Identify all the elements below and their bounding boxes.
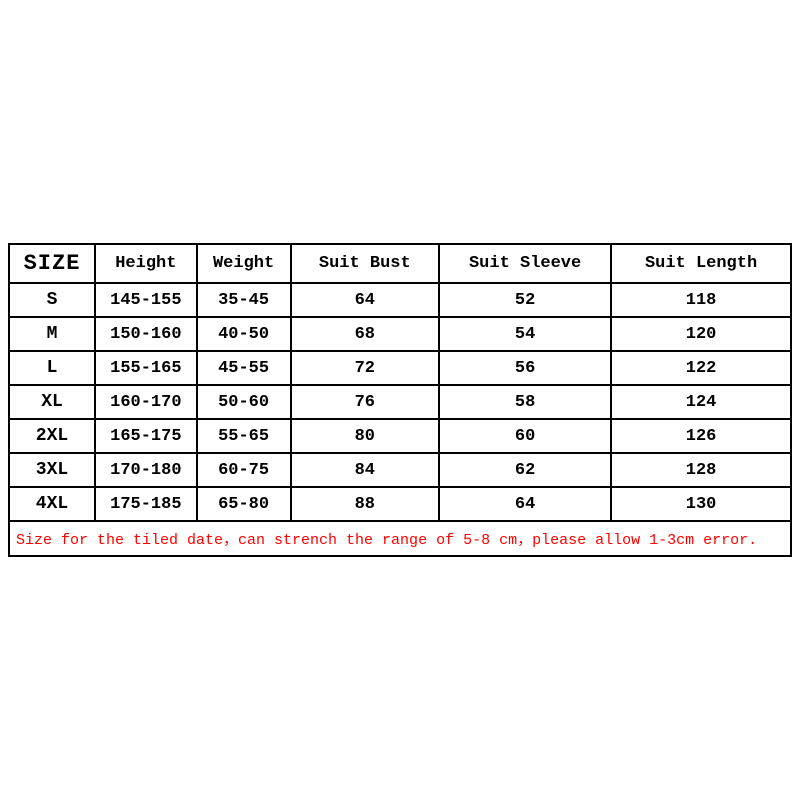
cell-weight: 60-75: [197, 453, 291, 487]
cell-length: 118: [611, 283, 791, 317]
cell-height: 150-160: [95, 317, 197, 351]
cell-weight: 45-55: [197, 351, 291, 385]
cell-bust: 76: [291, 385, 440, 419]
cell-sleeve: 64: [439, 487, 611, 521]
cell-size: 2XL: [9, 419, 95, 453]
col-header-height: Height: [95, 244, 197, 283]
cell-height: 165-175: [95, 419, 197, 453]
cell-length: 130: [611, 487, 791, 521]
col-header-length: Suit Length: [611, 244, 791, 283]
cell-sleeve: 52: [439, 283, 611, 317]
cell-size: S: [9, 283, 95, 317]
table-row: L 155-165 45-55 72 56 122: [9, 351, 791, 385]
col-header-weight: Weight: [197, 244, 291, 283]
table-row: 2XL 165-175 55-65 80 60 126: [9, 419, 791, 453]
cell-length: 120: [611, 317, 791, 351]
cell-bust: 80: [291, 419, 440, 453]
cell-height: 145-155: [95, 283, 197, 317]
cell-size: 3XL: [9, 453, 95, 487]
cell-height: 170-180: [95, 453, 197, 487]
cell-size: 4XL: [9, 487, 95, 521]
cell-weight: 55-65: [197, 419, 291, 453]
table-row: M 150-160 40-50 68 54 120: [9, 317, 791, 351]
col-header-size: SIZE: [9, 244, 95, 283]
cell-bust: 64: [291, 283, 440, 317]
cell-size: XL: [9, 385, 95, 419]
cell-weight: 65-80: [197, 487, 291, 521]
cell-weight: 50-60: [197, 385, 291, 419]
cell-sleeve: 54: [439, 317, 611, 351]
cell-weight: 35-45: [197, 283, 291, 317]
cell-sleeve: 58: [439, 385, 611, 419]
cell-length: 122: [611, 351, 791, 385]
size-chart-container: SIZE Height Weight Suit Bust Suit Sleeve…: [0, 243, 800, 557]
cell-length: 128: [611, 453, 791, 487]
cell-height: 160-170: [95, 385, 197, 419]
size-note: Size for the tiled date，can strench the …: [9, 521, 791, 556]
cell-sleeve: 60: [439, 419, 611, 453]
cell-bust: 68: [291, 317, 440, 351]
cell-bust: 88: [291, 487, 440, 521]
cell-sleeve: 62: [439, 453, 611, 487]
table-row: 3XL 170-180 60-75 84 62 128: [9, 453, 791, 487]
cell-height: 175-185: [95, 487, 197, 521]
table-row: S 145-155 35-45 64 52 118: [9, 283, 791, 317]
col-header-sleeve: Suit Sleeve: [439, 244, 611, 283]
cell-bust: 84: [291, 453, 440, 487]
cell-weight: 40-50: [197, 317, 291, 351]
cell-height: 155-165: [95, 351, 197, 385]
cell-length: 126: [611, 419, 791, 453]
col-header-bust: Suit Bust: [291, 244, 440, 283]
cell-bust: 72: [291, 351, 440, 385]
cell-size: L: [9, 351, 95, 385]
table-row: XL 160-170 50-60 76 58 124: [9, 385, 791, 419]
size-chart-table: SIZE Height Weight Suit Bust Suit Sleeve…: [8, 243, 792, 557]
table-note-row: Size for the tiled date，can strench the …: [9, 521, 791, 556]
table-row: 4XL 175-185 65-80 88 64 130: [9, 487, 791, 521]
cell-length: 124: [611, 385, 791, 419]
cell-sleeve: 56: [439, 351, 611, 385]
table-header-row: SIZE Height Weight Suit Bust Suit Sleeve…: [9, 244, 791, 283]
cell-size: M: [9, 317, 95, 351]
